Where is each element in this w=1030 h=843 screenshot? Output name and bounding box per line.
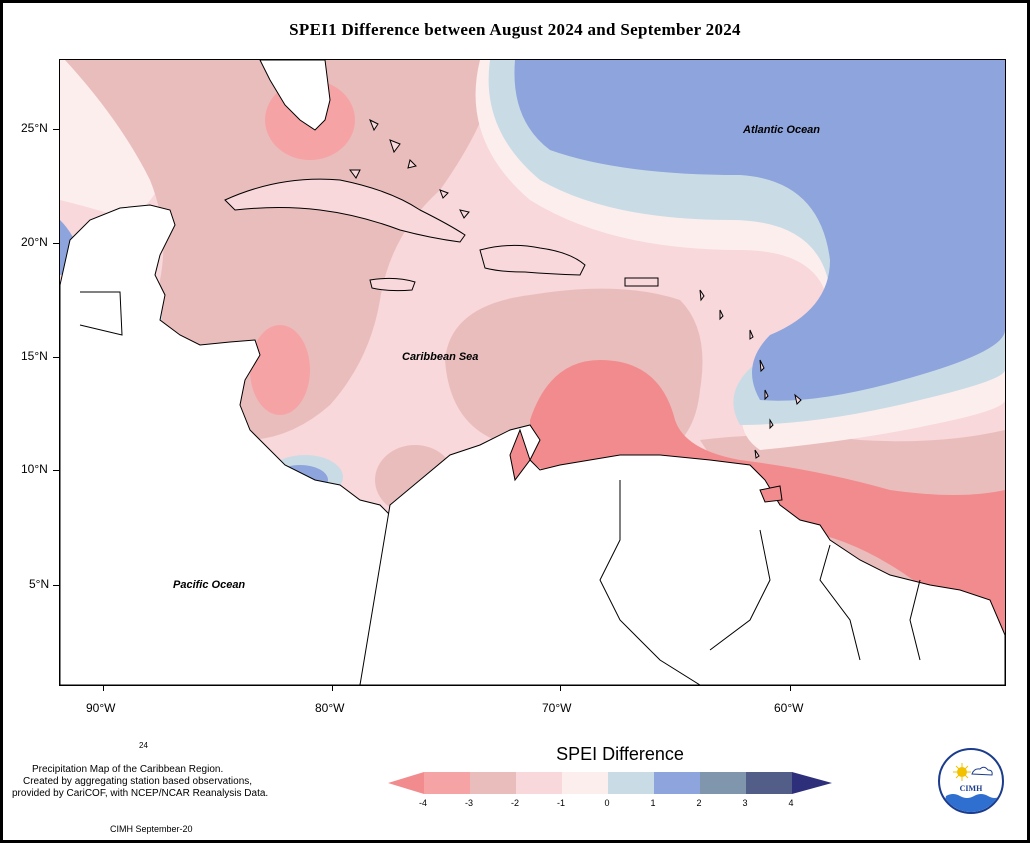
legend-swatch-4 [562, 772, 608, 794]
legend-colorbar [388, 772, 838, 799]
legend-tick-neg1: -1 [556, 798, 565, 808]
legend-tick-neg3: -3 [464, 798, 473, 808]
legend-swatch-2 [470, 772, 516, 794]
lon-label-60: 60°W [774, 701, 804, 715]
lat-tick-15 [53, 357, 59, 358]
islands-bahamas [349, 118, 470, 219]
wave-icon [942, 794, 1000, 812]
lon-label-80: 80°W [315, 701, 345, 715]
legend-arrow-left [388, 772, 424, 794]
sun-rays-icon [953, 763, 971, 781]
spei-map [60, 60, 1005, 685]
lat-tick-5 [53, 585, 59, 586]
legend-tick-neg2: -2 [510, 798, 519, 808]
legend-title: SPEI Difference [556, 744, 684, 764]
legend-tick-0: 0 [604, 798, 610, 808]
legend-bar [388, 772, 832, 794]
border-guatemala [79, 291, 123, 336]
lake-maracaibo [509, 428, 531, 482]
lat-tick-25 [53, 129, 59, 130]
footnote-line-1: Precipitation Map of the Caribbean Regio… [32, 764, 224, 775]
lon-label-70: 70°W [542, 701, 572, 715]
island-trinidad [759, 485, 783, 503]
cloud-icon [971, 766, 993, 776]
footnote-credit: CIMH September-20 [110, 824, 193, 834]
field-strong-negative-nicaragua [250, 325, 310, 415]
field-positive-atlantic [514, 60, 1005, 401]
lon-label-90: 90°W [86, 701, 116, 715]
legend-tick-2: 2 [696, 798, 702, 808]
lon-tick-60 [790, 685, 791, 691]
border-guyana-suriname [819, 544, 861, 661]
map-panel: Atlantic Ocean Caribbean Sea Pacific Oce… [59, 59, 1006, 686]
border-venezuela-guyana [709, 529, 771, 651]
border-suriname-guiana [909, 579, 921, 661]
lon-tick-70 [560, 685, 561, 691]
footnote-line-2: Created by aggregating station based obs… [23, 776, 253, 787]
border-venezuela-colombia [599, 480, 701, 685]
land-florida [259, 60, 331, 131]
label-pacific-ocean: Pacific Ocean [173, 579, 246, 591]
legend-tick-3: 3 [742, 798, 748, 808]
footnote-number: 24 [139, 741, 148, 750]
legend-tick-1: 1 [650, 798, 656, 808]
island-jamaica [369, 277, 416, 292]
land-south-america [359, 424, 1005, 685]
lat-label-15: 15°N [21, 349, 48, 363]
legend-swatch-8 [746, 772, 792, 794]
island-hispaniola [479, 244, 586, 276]
footnote-line-3: provided by CariCOF, with NCEP/NCAR Rean… [12, 788, 269, 799]
legend-swatch-1 [424, 772, 470, 794]
label-caribbean-sea: Caribbean Sea [402, 351, 479, 363]
label-atlantic-ocean: Atlantic Ocean [743, 124, 821, 136]
legend-tick-neg4: -4 [418, 798, 427, 808]
map-title: SPEI1 Difference between August 2024 and… [289, 20, 741, 39]
legend-swatch-7 [700, 772, 746, 794]
lat-label-20: 20°N [21, 235, 48, 249]
island-puerto-rico [624, 277, 659, 287]
lat-label-25: 25°N [21, 121, 48, 135]
legend-tick-4: 4 [788, 798, 794, 808]
lat-tick-20 [53, 243, 59, 244]
logo-graphic [942, 763, 1000, 812]
cimh-logo: CIMH [938, 748, 1004, 814]
lat-label-5: 5°N [29, 577, 50, 591]
lon-tick-80 [332, 685, 333, 691]
island-cuba [224, 178, 466, 243]
lat-tick-10 [53, 470, 59, 471]
logo-text: CIMH [959, 784, 983, 793]
legend-arrow-right [792, 772, 832, 794]
legend-swatch-3 [516, 772, 562, 794]
lon-tick-90 [103, 685, 104, 691]
legend-swatch-5 [608, 772, 654, 794]
legend-swatch-6 [654, 772, 700, 794]
islands-lesser-antilles [699, 289, 802, 459]
lat-label-10: 10°N [21, 462, 48, 476]
